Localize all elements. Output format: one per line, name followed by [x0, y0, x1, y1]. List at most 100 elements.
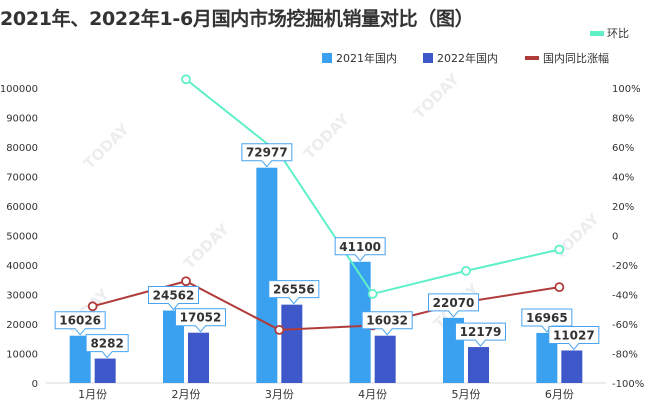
data-label-2021-callout: 22070	[428, 293, 479, 318]
callout-box	[241, 143, 293, 168]
data-label-2022-callout: 26556	[268, 280, 320, 305]
yoy-series-point	[181, 276, 191, 287]
y-right-tick-label: 20%	[612, 202, 634, 213]
x-category-label: 1月份	[78, 388, 107, 401]
callout-box	[361, 311, 413, 336]
data-label-2021-callout: 72977	[241, 143, 293, 168]
data-label-2022: 17052	[180, 311, 222, 325]
y-left-tick-label: 50000	[6, 232, 38, 243]
y-right-tick-label: -20%	[612, 261, 638, 272]
data-label-2022: 16032	[366, 314, 408, 328]
y-left-tick-label: 20000	[6, 320, 38, 331]
bar-2021	[349, 261, 371, 383]
data-label-2022-callout: 8282	[85, 334, 129, 359]
data-label-2021: 72977	[246, 146, 288, 160]
callout-box	[428, 293, 479, 318]
legend-label-yoy: 国内同比涨幅	[543, 51, 609, 65]
x-category-label: 3月份	[265, 388, 294, 401]
data-label-2021-callout: 16026	[54, 311, 106, 336]
y-left-tick-label: 0	[32, 379, 38, 390]
x-category-label: 5月份	[452, 388, 481, 401]
bar-2022	[561, 350, 583, 383]
data-label-2022-callout: 17052	[175, 308, 226, 333]
mom-series-line	[185, 78, 560, 296]
y-right-tick-label: -60%	[612, 320, 638, 331]
callout-box	[54, 311, 106, 336]
bar-2021	[69, 335, 91, 383]
y-right-tick-label: 100%	[612, 84, 641, 95]
callout-box	[85, 334, 129, 359]
watermark-text: TODAY	[180, 219, 233, 272]
data-label-2022-callout: 11027	[548, 325, 600, 351]
legend-label-2022: 2022年国内	[437, 51, 498, 65]
y-left-tick-label: 60000	[6, 202, 38, 213]
yoy-series-point	[87, 301, 98, 312]
data-label-2021-callout: 24562	[148, 286, 199, 311]
data-label-2022: 26556	[273, 283, 315, 297]
y-right-tick-label: -100%	[612, 379, 644, 390]
data-label-2022: 8282	[90, 337, 123, 351]
legend-swatch-2021	[322, 53, 332, 63]
legend: 环比 2021年国内 2022年国内 国内同比涨幅	[322, 27, 629, 65]
callout-box	[548, 325, 600, 351]
y-right-tick-label: 40%	[612, 173, 634, 184]
watermark-text: TODAY	[410, 69, 463, 122]
data-label-2022: 12179	[460, 325, 502, 339]
x-category-label: 2月份	[172, 388, 201, 401]
callout-box	[148, 286, 199, 311]
data-label-2021: 16026	[59, 314, 101, 328]
data-label-2021: 22070	[433, 296, 475, 310]
watermark-text: TODAY	[550, 209, 603, 262]
bar-2022	[188, 332, 209, 383]
callout-box	[175, 308, 226, 333]
bar-2021	[536, 332, 558, 383]
bar-2021	[256, 167, 278, 383]
legend-label-mom: 环比	[607, 27, 629, 40]
y-left-tick-label: 100000	[0, 84, 38, 95]
legend-swatch-2022	[423, 53, 433, 63]
bar-2022	[468, 347, 489, 383]
bar-2022	[281, 304, 303, 383]
data-label-2021-callout: 41100	[334, 237, 386, 262]
mom-series-point	[554, 244, 565, 255]
x-category-label: 4月份	[358, 388, 387, 401]
bar-2022	[94, 358, 116, 383]
data-label-2021: 16965	[526, 311, 568, 325]
yoy-series-point	[274, 324, 285, 335]
x-category-label: 6月份	[545, 388, 574, 401]
y-right-tick-label: -40%	[612, 291, 638, 302]
legend-swatch-mom	[590, 31, 604, 36]
y-right-tick-label: 60%	[612, 143, 634, 154]
y-right-tick-label: 80%	[612, 114, 634, 125]
data-label-2021: 41100	[339, 240, 381, 254]
y-left-tick-label: 10000	[6, 350, 38, 361]
watermark-group: TODAYTODAYTODAYTODAYTODAYTODAYTODAY	[60, 69, 603, 337]
legend-label-2021: 2021年国内	[336, 51, 397, 65]
data-label-2022-callout: 12179	[455, 322, 506, 347]
data-label-2021: 24562	[153, 289, 195, 303]
y-left-tick-label: 70000	[6, 173, 38, 184]
data-label-2022-callout: 16032	[361, 311, 413, 336]
y-left-tick-label: 90000	[6, 114, 38, 125]
watermark-text: TODAY	[80, 119, 133, 172]
yoy-series-line	[92, 280, 560, 331]
data-label-2022: 11027	[553, 328, 595, 342]
callout-box	[334, 237, 386, 262]
yoy-series-point	[554, 282, 565, 293]
y-right-tick-label: 0	[612, 232, 618, 243]
bar-2021	[163, 310, 184, 383]
mom-series-point	[367, 289, 378, 299]
y-left-tick-label: 30000	[6, 291, 38, 302]
legend-swatch-yoy	[525, 56, 539, 60]
mom-series-point	[461, 265, 471, 276]
bar-2022	[374, 335, 396, 383]
y-left-tick-label: 40000	[6, 261, 38, 272]
callout-box	[455, 322, 506, 347]
watermark-text: TODAY	[60, 284, 113, 337]
chart-title: 2021年、2022年1-6月国内市场挖掘机销量对比（图）	[0, 8, 474, 30]
callout-box	[268, 280, 320, 305]
y-left-tick-label: 80000	[6, 143, 38, 154]
watermark-text: TODAY	[300, 109, 353, 162]
y-right-tick-label: -80%	[612, 350, 638, 361]
